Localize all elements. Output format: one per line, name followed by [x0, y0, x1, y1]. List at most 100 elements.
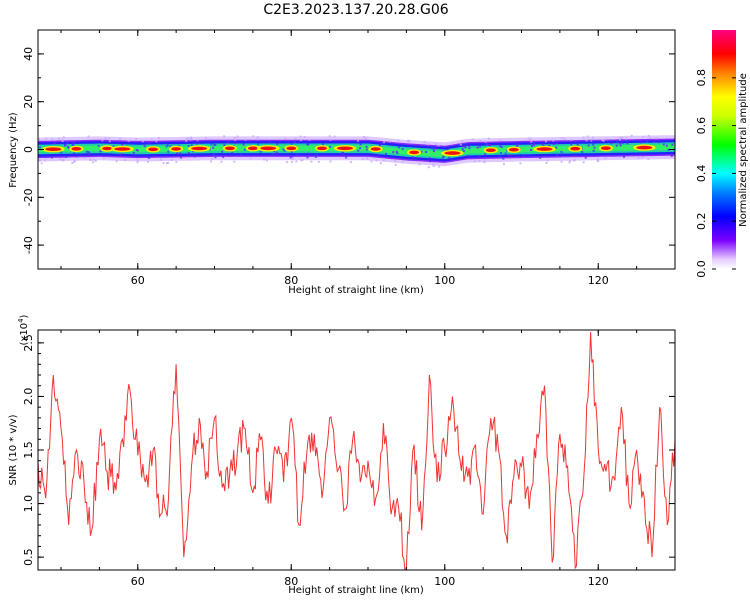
band-speckle: [418, 163, 421, 166]
band-speckle: [625, 139, 628, 142]
band-speckle: [92, 161, 94, 164]
band-speckle: [87, 154, 90, 157]
spectrogram-y-axis-label: Frequency (Hz): [8, 112, 19, 188]
band-speckle: [90, 159, 93, 161]
band-red-blob: [536, 147, 553, 151]
snr-y-multiplier: (x104): [17, 314, 30, 345]
band-speckle: [359, 147, 362, 150]
band-speckle: [500, 146, 503, 149]
band-speckle: [592, 143, 595, 146]
band-speckle: [52, 142, 55, 145]
band-speckle: [108, 140, 111, 143]
band-speckle: [240, 153, 243, 156]
band-speckle: [552, 143, 555, 145]
band-speckle: [308, 152, 311, 155]
band-speckle: [284, 137, 287, 140]
chart-title: C2E3.2023.137.20.28.G06: [263, 2, 448, 18]
band-speckle: [132, 151, 135, 154]
band-speckle: [570, 139, 573, 141]
band-speckle: [426, 143, 429, 146]
band-speckle: [314, 155, 317, 158]
band-speckle: [175, 161, 178, 163]
band-speckle: [190, 144, 193, 147]
band-speckle: [333, 135, 336, 138]
x-tick-label: 60: [131, 274, 145, 287]
band-speckle: [533, 144, 536, 146]
band-speckle: [171, 159, 173, 161]
band-speckle: [300, 159, 303, 162]
band-speckle: [236, 135, 239, 138]
band-speckle: [291, 160, 294, 163]
band-speckle: [273, 150, 276, 153]
band-speckle: [443, 145, 446, 148]
band-speckle: [585, 139, 588, 142]
band-speckle: [285, 161, 288, 164]
band-speckle: [461, 140, 464, 143]
band-speckle: [124, 159, 127, 162]
band-speckle: [459, 143, 462, 146]
band-speckle: [306, 143, 309, 145]
band-speckle: [212, 146, 215, 149]
band-red-blob: [485, 148, 496, 152]
snr-panel: 60 80 100 120 0.5 1.0 1.5 2.0 2.5 Height of stra…: [8, 314, 676, 596]
band-speckle: [529, 137, 532, 140]
colorbar-tick-label: 0.6: [695, 117, 708, 135]
band-speckle: [135, 149, 138, 151]
band-red-blob: [444, 151, 461, 155]
band-speckle: [51, 138, 54, 141]
band-red-blob: [508, 147, 519, 152]
band-speckle: [560, 136, 563, 139]
band-speckle: [589, 140, 592, 143]
band-speckle: [291, 158, 294, 161]
band-speckle: [484, 140, 487, 143]
band-speckle: [44, 156, 47, 158]
band-speckle: [190, 138, 193, 140]
band-speckle: [87, 135, 90, 138]
band-speckle: [40, 162, 43, 165]
band-speckle: [464, 144, 467, 147]
band-speckle: [484, 144, 487, 146]
band-speckle: [382, 159, 385, 162]
spectrogram-panel: 60 80 100 120 40 20 0 -20 -40 Height of straight…: [8, 29, 676, 296]
band-red-blob: [71, 147, 82, 151]
band-speckle: [167, 150, 170, 153]
band-speckle: [408, 140, 411, 143]
x-tick-label: 80: [284, 575, 298, 588]
band-speckle: [210, 160, 212, 163]
band-speckle: [437, 144, 440, 147]
band-speckle: [596, 160, 599, 163]
y-tick-label: 1.5: [22, 441, 35, 459]
band-speckle: [196, 142, 199, 145]
band-speckle: [556, 153, 559, 156]
band-speckle: [519, 162, 522, 165]
band-speckle: [38, 138, 40, 141]
band-speckle: [433, 150, 435, 153]
band-speckle: [432, 163, 435, 166]
band-red-blob: [286, 146, 297, 151]
band-speckle: [442, 155, 445, 158]
band-speckle: [342, 152, 345, 155]
band-speckle: [166, 162, 168, 164]
band-speckle: [587, 144, 590, 147]
band-speckle: [396, 152, 399, 154]
band-speckle: [487, 137, 490, 140]
band-speckle: [647, 158, 650, 161]
band-speckle: [51, 156, 53, 159]
band-red-blob: [570, 146, 581, 151]
band-speckle: [570, 143, 573, 146]
band-speckle: [450, 143, 453, 145]
band-speckle: [582, 136, 585, 139]
band-speckle: [366, 157, 368, 160]
band-speckle: [420, 150, 423, 153]
band-speckle: [345, 156, 348, 159]
band-speckle: [379, 162, 382, 165]
band-speckle: [63, 144, 66, 147]
band-speckle: [365, 145, 368, 148]
band-red-blob: [247, 146, 258, 151]
band-speckle: [299, 135, 302, 138]
y-tick-label: 2.0: [22, 388, 35, 406]
y-tick-label: 20: [22, 95, 35, 109]
band-speckle: [468, 144, 470, 147]
band-speckle: [622, 141, 625, 144]
band-speckle: [573, 158, 576, 161]
